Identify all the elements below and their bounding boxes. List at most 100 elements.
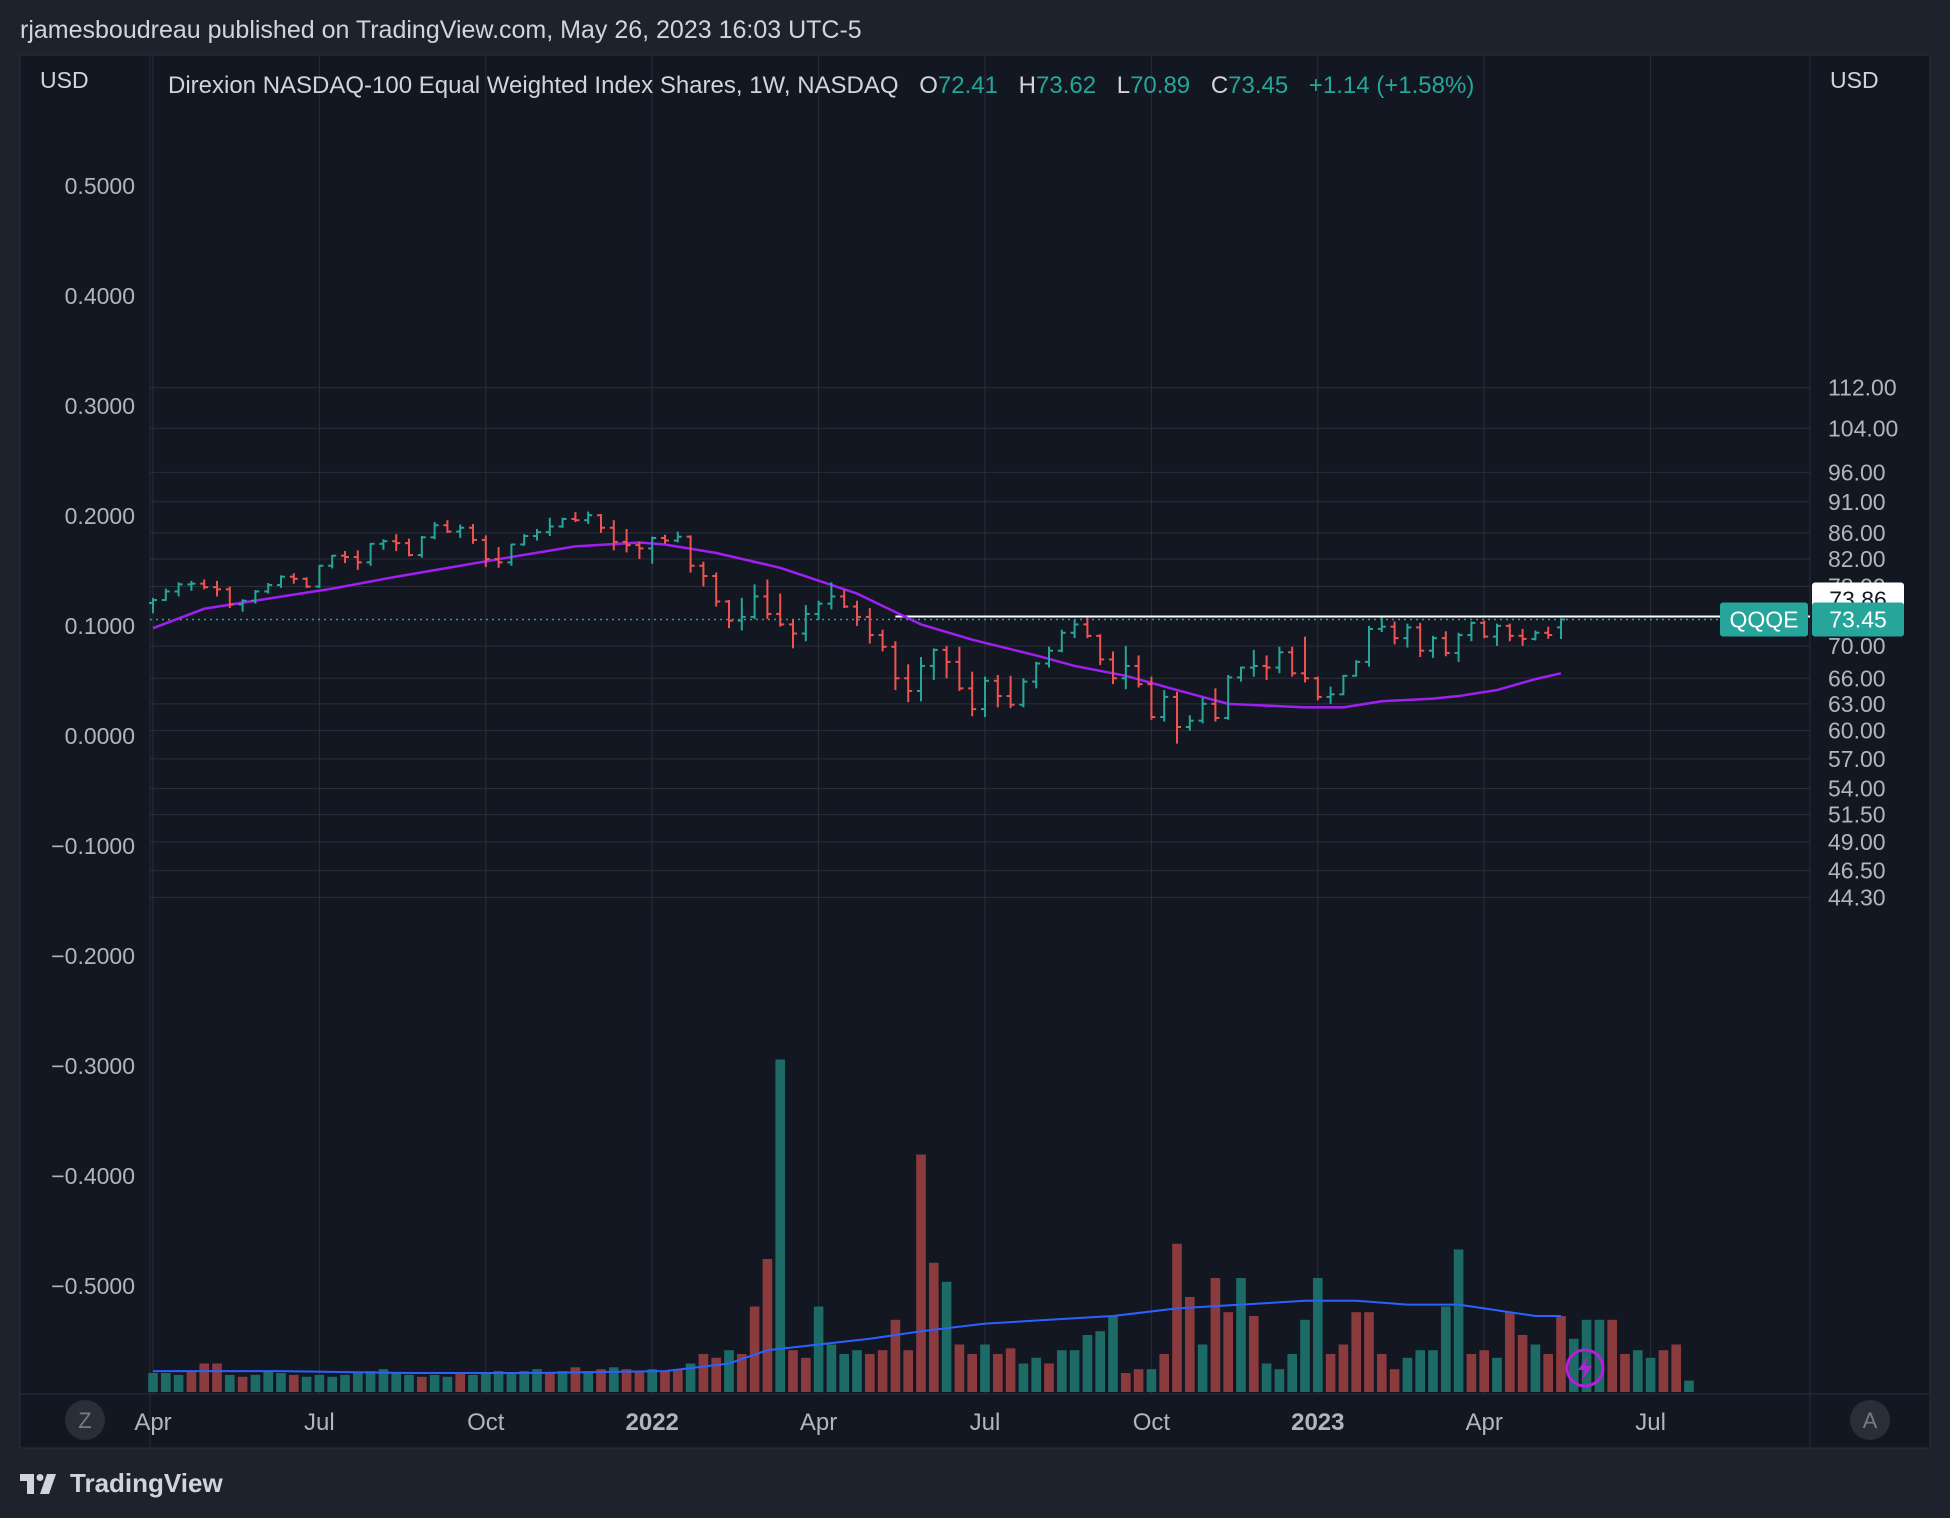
volume-bar — [1325, 1354, 1336, 1392]
ohlc-bar — [789, 619, 797, 649]
ohlc-bar — [1121, 645, 1130, 690]
volume-bar — [1210, 1278, 1221, 1392]
volume-bar — [1658, 1350, 1669, 1392]
right-axis-tick-label: 104.00 — [1828, 415, 1898, 441]
ohlc-bar — [853, 600, 861, 626]
ohlc-bar — [1313, 676, 1322, 701]
ohlc-bar — [878, 629, 887, 652]
volume-bar — [1415, 1350, 1425, 1392]
volume-bar — [1389, 1369, 1400, 1392]
ohlc-bar — [1557, 618, 1565, 640]
right-axis-tick-label: 96.00 — [1828, 459, 1886, 485]
ohlc-bar — [1019, 678, 1028, 708]
ohlc-bar — [315, 564, 324, 588]
volume-bar — [1095, 1331, 1105, 1392]
time-axis-tick-label: Apr — [134, 1409, 171, 1436]
time-axis-tick-label: Jul — [1635, 1409, 1666, 1436]
volume-bar — [685, 1363, 696, 1392]
ohlc-bar — [661, 534, 669, 544]
ohlc-bar — [1339, 674, 1348, 696]
ohlc-bar — [1262, 655, 1271, 680]
left-axis-tick-label: −0.1000 — [51, 833, 135, 859]
volume-ma-line — [153, 1299, 1561, 1374]
volume-bar — [570, 1367, 581, 1392]
ohlc-bar — [328, 554, 337, 569]
volume-bar — [519, 1371, 529, 1392]
ohlc-bar — [1377, 617, 1386, 633]
time-axis-tick-label: 2023 — [1291, 1409, 1344, 1436]
volume-bar — [353, 1373, 363, 1392]
volume-bar — [237, 1376, 248, 1392]
volume-bar — [545, 1373, 555, 1392]
legend-open-value: 72.41 — [938, 72, 998, 99]
volume-bar — [1581, 1319, 1592, 1392]
volume-bar — [1607, 1319, 1617, 1392]
auto-scale-label: A — [1863, 1408, 1878, 1433]
volume-bar — [980, 1344, 990, 1392]
replay-lightning-icon[interactable] — [1565, 1348, 1605, 1388]
ohlc-bar — [469, 523, 477, 544]
ohlc-bar — [1224, 674, 1233, 720]
left-axis-tick-label: −0.5000 — [51, 1273, 135, 1299]
ohlc-bar — [776, 593, 785, 627]
volume-bar — [468, 1374, 478, 1392]
legend-low-label: L — [1117, 72, 1130, 99]
ohlc-bar — [174, 582, 183, 597]
legend-low-value: 70.89 — [1130, 72, 1190, 99]
volume-bar — [1543, 1354, 1553, 1392]
ohlc-bar — [712, 572, 721, 607]
volume-bar — [839, 1354, 849, 1392]
volume-bar — [596, 1369, 606, 1392]
time-axis-tick-label: Apr — [1466, 1409, 1503, 1436]
legend-title: Direxion NASDAQ-100 Equal Weighted Index… — [168, 72, 899, 99]
moving-average-line — [152, 541, 1562, 709]
ohlc-bar — [737, 597, 746, 631]
ohlc-bar — [289, 573, 298, 584]
ohlc-bar — [443, 520, 452, 533]
ohlc-bar — [673, 531, 682, 543]
ohlc-bar — [1160, 690, 1169, 722]
volume-bar — [1569, 1338, 1579, 1392]
ohlc-bar — [827, 582, 836, 610]
volume-bars — [148, 1059, 1694, 1392]
ohlc-bar — [1467, 621, 1476, 642]
volume-bar — [877, 1350, 888, 1392]
ohlc-bar — [1249, 649, 1258, 677]
ohlc-bar — [1326, 686, 1335, 704]
ohlc-bar — [891, 641, 900, 691]
volume-bar — [1082, 1335, 1093, 1392]
volume-bar — [1044, 1363, 1054, 1392]
ohlc-bar — [1352, 660, 1361, 677]
volume-bar — [1236, 1278, 1246, 1392]
volume-bar — [1287, 1354, 1297, 1392]
right-axis-tick-label: 60.00 — [1828, 718, 1886, 744]
auto-scale-button[interactable]: A — [1850, 1400, 1890, 1440]
volume-bar — [506, 1373, 517, 1392]
ohlc-bar — [251, 590, 260, 604]
volume-bar — [1121, 1373, 1131, 1392]
ohlc-bar — [763, 579, 772, 620]
ohlc-bar — [1147, 676, 1156, 720]
zoom-reset-button[interactable]: Z — [65, 1400, 105, 1440]
volume-bar — [442, 1376, 453, 1392]
time-axis-ticks[interactable]: Apr Jul Oct 2022 Apr Jul Oct 2023 Apr Jul — [134, 1409, 1666, 1436]
volume-bar — [749, 1306, 760, 1392]
ohlc-bar — [1006, 675, 1015, 709]
right-axis-ticks[interactable]: 112.00104.0096.0091.0086.0082.0078.0070.… — [1828, 375, 1898, 911]
volume-bar — [801, 1357, 811, 1392]
ohlc-bar — [558, 517, 567, 528]
ohlc-bar — [1390, 621, 1399, 645]
brand-footer[interactable]: TradingView — [20, 1468, 223, 1499]
ohlc-bar — [814, 600, 823, 620]
ohlc-bar — [1275, 646, 1284, 674]
ohlc-bar — [1429, 635, 1437, 658]
volume-bar — [1005, 1348, 1016, 1392]
ohlc-bar — [277, 575, 285, 588]
right-axis-tick-label: 91.00 — [1828, 489, 1886, 515]
volume-bar — [1620, 1354, 1630, 1392]
volume-bar — [609, 1367, 619, 1392]
volume-bar — [1517, 1335, 1528, 1392]
ohlc-bar — [533, 529, 541, 541]
ohlc-bar — [1416, 622, 1425, 658]
